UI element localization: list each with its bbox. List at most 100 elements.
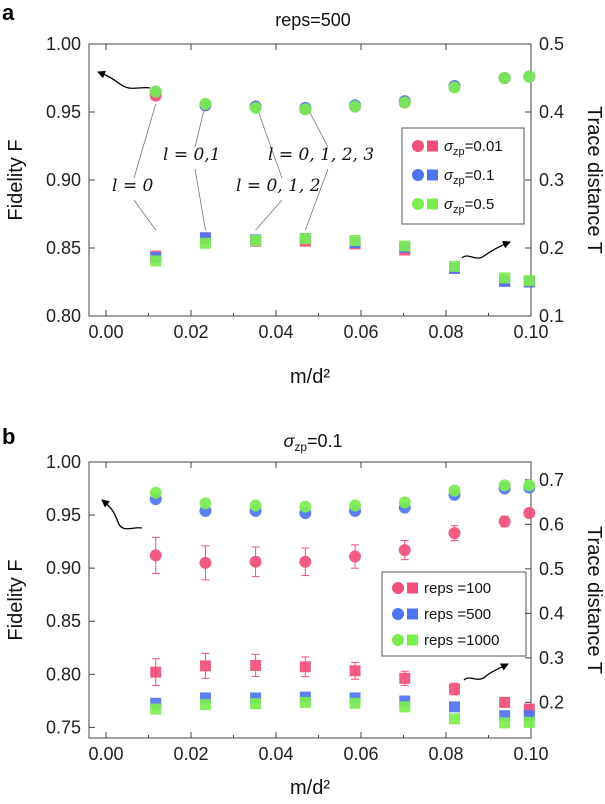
panel-b-xtick-label: 0.08 [428,744,463,764]
data-point-square [299,661,311,673]
panel-a-left-ytick-label: 0.90 [46,170,81,190]
panel-b-left-axis-arrow [101,499,143,530]
panel-a-right-ytick-label: 0.4 [539,102,564,122]
panel-b-left-ytick-label: 0.85 [46,611,81,631]
panel-a-xtick-label: 0.10 [513,322,548,342]
panel-b-left-ytick-label: 1.00 [46,452,81,472]
annotation-leader-line [194,168,206,231]
data-point-circle [498,72,511,84]
panel-a-legend-label-0: σzp=0.01 [444,138,503,158]
legend-square-marker [407,608,418,620]
panel-b-xlabel: m/d² [290,777,330,799]
data-point-square [250,698,262,710]
data-point-square [499,696,511,708]
data-point-circle [249,555,262,568]
data-point-square [449,713,460,725]
panel-a-annotation-1: l = 0,1 [163,145,221,165]
panel-a-annotation-3: l = 0, 1, 2, 3 [268,145,374,165]
annotation-leader-line [255,199,283,231]
data-point-square [499,717,511,729]
panel-b-right-ytick-label: 0.7 [539,470,564,490]
annotation-leader-line [194,103,206,148]
data-point-square [349,697,361,709]
panel-b-right-ytick-label: 0.3 [539,648,564,668]
panel-b-legend [381,571,527,657]
panel-a-xtick-label: 0.04 [258,322,293,342]
data-point-circle [299,103,312,116]
data-point-circle [448,484,461,497]
panel-b-left-ytick-label: 0.90 [46,558,81,578]
data-point-square [399,695,411,707]
data-point-circle [349,499,362,512]
data-point-square [399,672,411,684]
panel-b-legend-label-1: reps =500 [424,606,491,623]
data-point-square [399,701,411,713]
panel-a-right-axis-arrow [461,240,511,259]
panel-b-right-ytick-label: 0.2 [539,692,564,712]
panel-b-left-ylabel: Fidelity F [5,559,27,640]
data-point-square [199,237,211,249]
panel-a-xlabel: m/d² [290,366,330,388]
panel-b-right-ytick-label: 0.5 [539,559,564,579]
panel-a-left-ylabel: Fidelity F [5,139,27,220]
panel-b-xtick-label: 0.04 [258,744,293,764]
data-point-circle [199,556,212,569]
panel-b: σzp=0.1 Fidelity F Trace distance T m/d² [5,431,605,799]
panel-a-right-ytick-label: 0.3 [539,170,564,190]
data-point-circle [299,500,312,513]
data-point-square [449,683,460,695]
annotation-leader-line [304,168,329,231]
data-point-circle [448,527,461,540]
panel-a-right-ylabel: Trace distance T [583,106,605,254]
data-point-square [250,235,262,247]
legend-circle-marker [412,198,424,210]
panel-a-right-ytick-label: 0.2 [539,238,564,258]
data-point-square [349,665,361,677]
panel-a-annotation-0: l = 0 [112,176,153,196]
data-point-circle [523,506,536,519]
data-point-square [150,697,162,709]
panel-a-xtick-label: 0.02 [173,322,208,342]
annotation-leader-line [255,103,283,179]
data-point-circle [149,486,162,499]
data-point-square [150,703,162,715]
data-point-circle [149,85,162,98]
legend-circle-marker [392,582,404,594]
legend-circle-marker [392,608,404,620]
data-point-square [349,235,361,247]
data-point-circle [398,544,411,557]
data-point-square [150,255,162,267]
panel-a-right-ytick-label: 0.5 [539,34,564,54]
data-point-circle [498,515,511,528]
panel-a-legend-label-2: σzp=0.5 [444,196,494,216]
data-point-square [199,660,211,672]
panel-b-xtick-label: 0.10 [513,744,548,764]
data-point-square [523,710,535,722]
data-point-circle [149,549,162,562]
panel-a-left-ytick-label: 0.95 [46,102,81,122]
panel-b-right-axis-arrow [463,663,509,681]
legend-square-marker [427,198,438,210]
data-point-square [299,232,311,244]
legend-square-marker [427,140,438,152]
data-point-square [449,260,460,272]
panel-b-left-ytick-label: 0.75 [46,717,81,737]
panel-b-xtick-label: 0.06 [343,744,378,764]
data-point-square [199,692,211,704]
panel-b-right-ytick-label: 0.4 [539,603,564,623]
annotation-leader-line [133,103,157,179]
panel-a-right-ytick-label: 0.1 [539,306,564,326]
chart-marks: 0.00 0.02 0.04 0.06 0.08 0.10 0.80 0.85 0.90 0.95… [46,34,564,764]
panel-a-left-ytick-label: 1.00 [46,34,81,54]
data-point-square [523,703,535,715]
panel-b-left-ytick-label: 0.95 [46,505,81,525]
panel-b-legend-label-0: reps =100 [424,580,491,597]
panel-a-left-ytick-label: 0.85 [46,238,81,258]
data-point-circle [398,496,411,509]
data-point-circle [448,81,461,94]
panel-label-b: b [2,424,15,449]
panel-a-xtick-label: 0.00 [88,322,123,342]
data-point-circle [349,100,362,113]
annotation-leader-line [133,199,157,231]
panel-label-a: a [2,0,15,25]
